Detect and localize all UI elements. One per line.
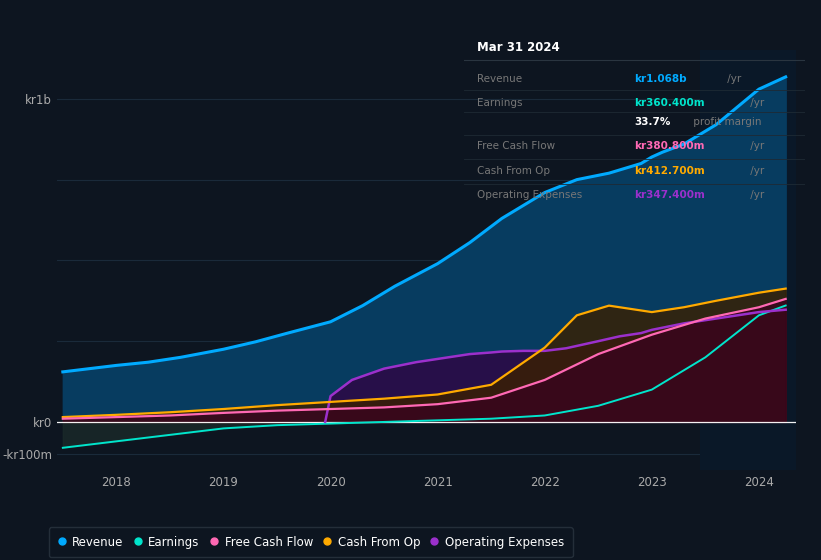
Text: /yr: /yr	[746, 98, 764, 108]
Text: Revenue: Revenue	[478, 74, 523, 83]
Text: Cash From Op: Cash From Op	[478, 166, 551, 176]
Text: Earnings: Earnings	[478, 98, 523, 108]
Text: Mar 31 2024: Mar 31 2024	[478, 41, 560, 54]
Text: kr360.400m: kr360.400m	[635, 98, 705, 108]
Text: kr380.800m: kr380.800m	[635, 141, 704, 151]
Text: Free Cash Flow: Free Cash Flow	[478, 141, 556, 151]
Text: Operating Expenses: Operating Expenses	[478, 190, 583, 200]
Bar	[700, 50, 796, 470]
Text: profit margin: profit margin	[690, 117, 762, 127]
Text: /yr: /yr	[746, 141, 764, 151]
Text: kr1.068b: kr1.068b	[635, 74, 687, 83]
Text: kr412.700m: kr412.700m	[635, 166, 705, 176]
Legend: Revenue, Earnings, Free Cash Flow, Cash From Op, Operating Expenses: Revenue, Earnings, Free Cash Flow, Cash …	[48, 528, 572, 557]
Text: 33.7%: 33.7%	[635, 117, 671, 127]
Text: /yr: /yr	[746, 190, 764, 200]
Text: /yr: /yr	[746, 166, 764, 176]
Text: /yr: /yr	[724, 74, 741, 83]
Text: kr347.400m: kr347.400m	[635, 190, 705, 200]
